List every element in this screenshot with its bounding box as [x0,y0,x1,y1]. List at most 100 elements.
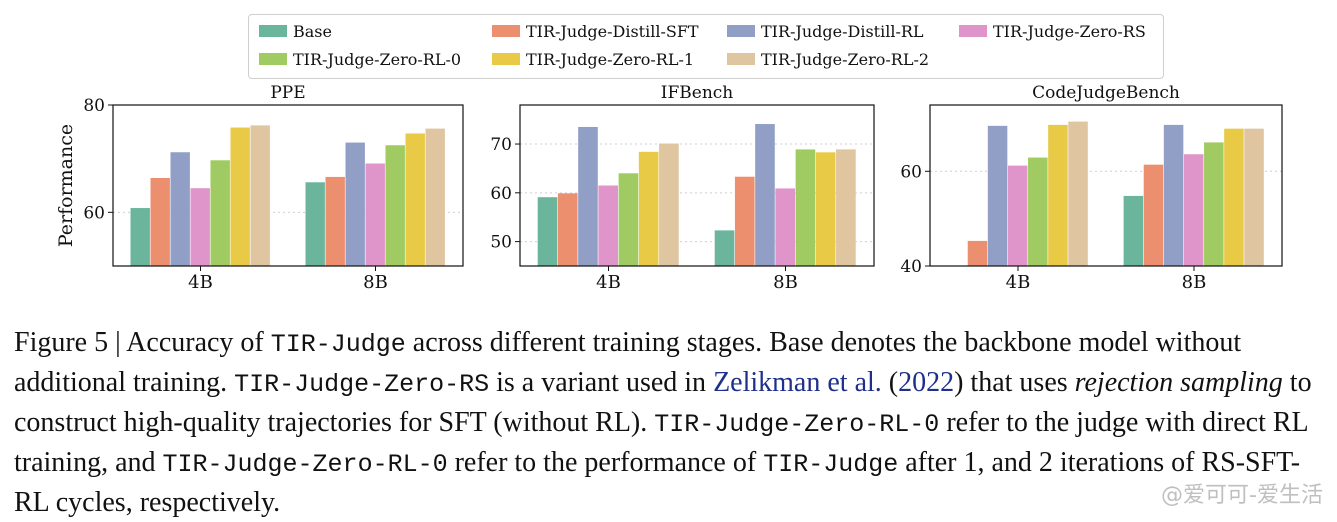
axes-frame [519,104,875,267]
bar-8B-TIR-Judge-Distill-RL [1163,124,1184,266]
bar-8B-TIR-Judge-Distill-SFT [734,176,755,266]
bar-8B-TIR-Judge-Zero-RS [775,188,796,266]
citation-link-year[interactable]: 2022 [898,367,955,398]
bar-8B-TIR-Judge-Zero-RS [1183,154,1204,266]
bar-8B-Base [1123,195,1144,266]
bar-4B-TIR-Judge-Zero-RS [190,188,210,266]
caption-italic: rejection sampling [1074,367,1283,398]
x-tick-label: 4B [188,272,213,293]
x-tick-label: 4B [596,272,621,293]
legend-item-distill-sft: TIR-Judge-Distill-SFT [492,21,699,41]
bar-8B-TIR-Judge-Zero-RL-1 [815,152,836,266]
legend-swatch [259,25,287,37]
legend-swatch [492,53,520,65]
caption-code: TIR-Judge-Zero-RL-0 [162,450,448,479]
bar-4B-TIR-Judge-Zero-RL-0 [618,173,639,266]
legend-label: TIR-Judge-Zero-RL-0 [293,49,462,69]
y-tick-label: 80 [83,96,105,116]
x-tick-label: 4B [1006,272,1031,293]
legend-item-zero-rl-2: TIR-Judge-Zero-RL-2 [727,49,929,69]
legend-label: TIR-Judge-Zero-RL-1 [526,49,695,69]
caption-text: across different training stages. Base d… [14,327,1242,398]
bar-4B-TIR-Judge-Distill-SFT [557,193,578,266]
bar-8B-Base [305,182,325,266]
bar-4B-TIR-Judge-Zero-RS [1007,165,1028,266]
caption-text: after 1, and 2 iterations of RS-SFT-RL c… [14,447,1301,518]
legend-item-zero-rl-1: TIR-Judge-Zero-RL-1 [492,49,694,69]
y-axis-label: Performance [55,124,77,247]
legend: Base TIR-Judge-Distill-SFT TIR-Judge-Dis… [248,14,1164,79]
bar-4B-TIR-Judge-Zero-RL-2 [1068,121,1088,266]
caption-text: Figure 5 | Accuracy of [14,327,271,358]
bar-4B-Base [537,197,558,266]
caption-code: TIR-Judge-Zero-RL-0 [654,410,940,439]
legend-item-zero-rs: TIR-Judge-Zero-RS [959,21,1146,41]
legend-label: TIR-Judge-Distill-SFT [526,21,699,41]
legend-label: TIR-Judge-Zero-RS [993,21,1146,41]
charts-canvas: 60 80 4B 8B PPE Performance 50 60 70 4B 8B IFBench 4… [55,83,1283,293]
caption-text: to construct high-quality trajectories f… [14,367,1312,438]
bar-4B-TIR-Judge-Zero-RS [598,185,619,266]
bar-8B-TIR-Judge-Zero-RL-2 [1244,128,1264,266]
bar-8B-TIR-Judge-Zero-RL-0 [795,149,816,266]
legend-swatch [727,25,755,37]
legend-item-base: Base [259,21,332,41]
legend-swatch [259,53,287,65]
bar-8B-TIR-Judge-Zero-RL-0 [385,145,405,266]
caption-text: refer to the judge with direct RL traini… [14,407,1308,478]
bar-8B-TIR-Judge-Distill-RL [345,142,365,266]
caption-code: TIR-Judge-Zero-RS [234,370,490,399]
bar-4B-TIR-Judge-Zero-RL-0 [210,160,230,266]
legend-item-distill-rl: TIR-Judge-Distill-RL [727,21,924,41]
watermark: @爱可可-爱生活 [1161,483,1323,508]
bar-4B-TIR-Judge-Zero-RL-1 [230,127,250,266]
figure-caption: Figure 5 | Accuracy of TIR-Judge across … [14,324,1326,522]
bar-4B-Base [130,208,150,266]
axes-frame [112,104,464,267]
legend-swatch [492,25,520,37]
y-tick-label: 50 [490,233,512,253]
legend-label: TIR-Judge-Zero-RL-2 [761,49,930,69]
legend-label: TIR-Judge-Distill-RL [761,21,924,41]
y-tick-label: 60 [490,184,512,204]
legend-swatch [959,25,987,37]
caption-text: ( [881,367,899,398]
caption-text: ) that uses [954,367,1075,398]
caption-text: refer to the performance of [447,447,764,478]
bar-8B-TIR-Judge-Distill-SFT [1143,164,1164,266]
y-tick-label: 60 [83,203,105,223]
bar-4B-TIR-Judge-Zero-RL-0 [1028,157,1048,266]
y-tick-label: 60 [900,162,922,182]
y-tick-label: 70 [490,135,512,155]
bar-8B-TIR-Judge-Distill-SFT [325,176,345,266]
legend-item-zero-rl-0: TIR-Judge-Zero-RL-0 [259,49,461,69]
caption-text: is a variant used in [489,367,714,398]
caption-code: TIR-Judge [763,450,899,479]
bar-4B-TIR-Judge-Zero-RL-1 [1048,124,1068,266]
bar-4B-TIR-Judge-Zero-RL-2 [250,125,270,266]
legend-swatch [727,53,755,65]
bar-8B-TIR-Judge-Zero-RL-1 [405,133,425,266]
citation-link-author[interactable]: Zelikman et al. [713,367,882,398]
bar-8B-Base [714,230,735,266]
bar-4B-TIR-Judge-Distill-RL [578,126,598,266]
bar-8B-TIR-Judge-Zero-RL-2 [425,128,445,266]
bar-4B-TIR-Judge-Distill-SFT [150,177,170,266]
bar-8B-TIR-Judge-Zero-RL-0 [1204,142,1224,266]
chart-title: IFBench [661,83,734,103]
x-tick-label: 8B [1182,272,1207,293]
chart-title: CodeJudgeBench [1032,83,1180,103]
x-tick-label: 8B [363,272,388,293]
bar-4B-TIR-Judge-Zero-RL-2 [659,143,679,266]
y-tick-label: 40 [900,257,922,277]
chart-title: PPE [270,83,305,103]
bar-8B-TIR-Judge-Distill-RL [755,124,775,266]
bar-4B-TIR-Judge-Distill-RL [987,125,1008,266]
bar-8B-TIR-Judge-Zero-RL-1 [1224,128,1244,266]
axes-frame [929,104,1283,267]
bar-8B-TIR-Judge-Zero-RL-2 [836,149,856,266]
caption-code: TIR-Judge [270,330,406,359]
bar-8B-TIR-Judge-Zero-RS [365,163,385,266]
bar-4B-TIR-Judge-Distill-RL [170,152,190,266]
legend-label: Base [293,21,332,41]
